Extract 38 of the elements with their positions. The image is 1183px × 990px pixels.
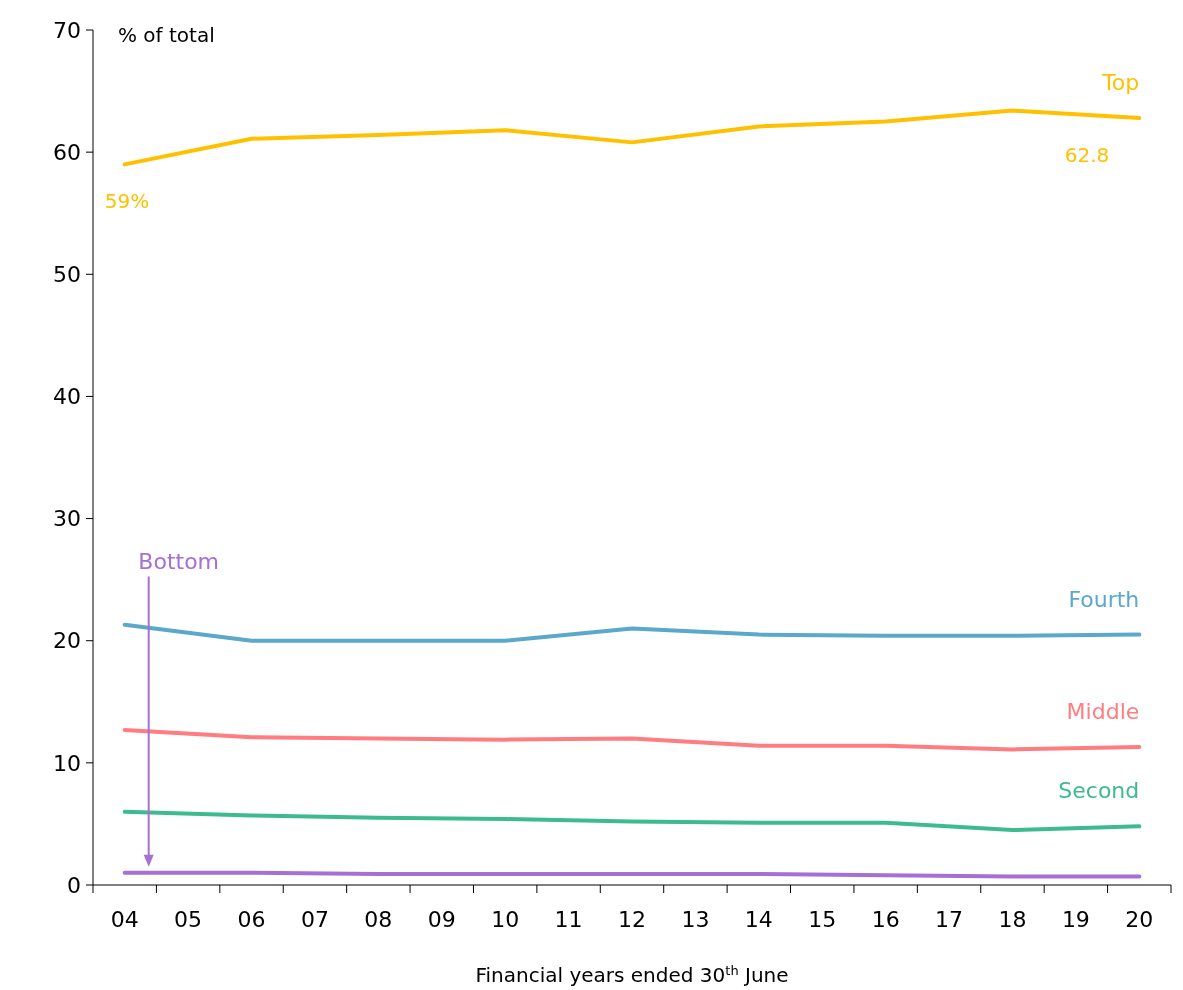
x-tick-label: 15 <box>808 907 837 932</box>
text: Bottom <box>138 548 220 574</box>
y-tick-label: 40 <box>53 384 81 410</box>
x-tick-label: 04 <box>110 907 139 932</box>
x-tick-label: 14 <box>744 907 773 932</box>
x-tick-label: 20 <box>1125 907 1154 932</box>
annotation: 62.8 <box>1064 142 1110 167</box>
line-series <box>122 622 1142 643</box>
series-label: Second <box>1058 778 1140 804</box>
x-tick-label: 19 <box>1061 907 1090 932</box>
x-tick-label: 08 <box>364 907 393 932</box>
x-tick-label: 13 <box>681 907 710 932</box>
y-tick-label: 0 <box>67 872 81 898</box>
x-tick-label: 16 <box>871 907 900 932</box>
x-tick-label: 17 <box>935 907 964 932</box>
x-tick-label: 05 <box>174 907 203 932</box>
line-series <box>122 809 1142 833</box>
series-label: Fourth <box>1068 586 1140 612</box>
x-tick-label: 12 <box>618 907 646 932</box>
x-tick-label: 11 <box>554 907 583 932</box>
x-tick-label: 18 <box>998 907 1027 932</box>
series-label: Middle <box>1066 698 1140 724</box>
x-tick-label: 07 <box>300 907 329 932</box>
x-axis-title: Financial years ended 30$^{th}$ June <box>475 962 789 987</box>
x-tick-label: 10 <box>491 907 520 932</box>
x-tick-label: 06 <box>237 907 266 932</box>
x-tick-label: 09 <box>427 907 456 932</box>
line-series <box>122 108 1142 167</box>
y-tick-label: 30 <box>53 506 81 532</box>
y-tick-label: 10 <box>53 750 81 776</box>
y-tick-label: 70 <box>53 17 81 43</box>
y-tick-label: 20 <box>53 628 81 654</box>
y-axis-title: % of total <box>118 23 215 47</box>
line-series <box>122 727 1142 752</box>
annotation: 59% <box>104 189 150 214</box>
y-tick-label: 60 <box>53 139 81 165</box>
series-label: Top <box>1101 69 1140 95</box>
y-tick-label: 50 <box>53 261 81 287</box>
